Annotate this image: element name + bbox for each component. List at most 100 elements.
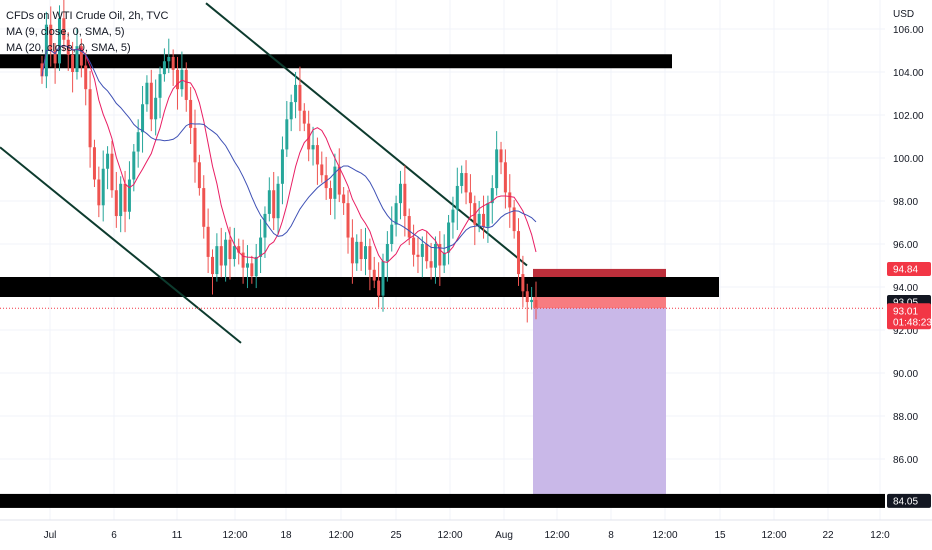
candle-body — [285, 119, 289, 150]
legend-ma-20[interactable]: MA (20, close, 0, SMA, 5) — [6, 42, 131, 54]
candle-body — [394, 203, 398, 225]
candle-body — [307, 123, 311, 150]
candle-body — [521, 274, 525, 292]
candle-body — [245, 263, 249, 268]
candle-body — [219, 246, 223, 266]
candle-body — [486, 203, 490, 227]
candle-body — [53, 50, 57, 64]
candle-body — [495, 149, 499, 189]
time-axis-background[interactable] — [0, 520, 932, 550]
candle-body — [359, 241, 363, 260]
level-band-support — [0, 277, 719, 297]
candle-body — [189, 99, 193, 128]
candle-body — [210, 256, 214, 275]
candle-body — [390, 224, 394, 244]
candle-body — [101, 168, 105, 206]
candle-body — [106, 153, 110, 169]
price-tick-label: 98.00 — [893, 197, 918, 208]
time-tick-label: 8 — [608, 530, 614, 541]
candle-body — [158, 74, 162, 98]
candle-body — [490, 188, 494, 204]
candle-body — [193, 127, 197, 163]
candle-body — [162, 61, 166, 75]
candle-body — [460, 173, 464, 186]
candle-body — [84, 65, 88, 90]
candle-body — [294, 84, 298, 103]
trend-line-1 — [0, 146, 242, 344]
candle-body — [385, 244, 389, 262]
stop-price-badge-text: 94.84 — [893, 264, 918, 275]
candle-body — [455, 185, 459, 210]
time-tick-label: 25 — [390, 530, 402, 541]
candle-body — [438, 244, 442, 266]
time-tick-label: Aug — [495, 530, 513, 541]
candle-body — [184, 69, 188, 100]
legend-ma-9[interactable]: MA (9, close, 0, SMA, 5) — [6, 26, 125, 38]
target-price-badge — [887, 493, 931, 508]
candle-body — [62, 18, 66, 40]
candle-body — [416, 254, 420, 257]
candle-body — [482, 213, 486, 227]
moving-averages — [41, 44, 537, 263]
countdown-text: 01:48:23 — [893, 317, 932, 328]
time-tick-label: 12:00 — [222, 530, 247, 541]
candle-body — [276, 183, 280, 219]
candle-body — [342, 194, 346, 204]
candle-body — [241, 252, 245, 268]
ma-20-line — [41, 44, 537, 249]
ma-9-line — [41, 44, 537, 263]
candle-body — [123, 183, 127, 212]
candle-body — [136, 132, 140, 152]
last-price-badge-text: 93.05 — [893, 298, 918, 309]
candle-body — [259, 237, 263, 257]
price-tick-label: 102.00 — [893, 111, 924, 122]
candle-body — [79, 46, 83, 66]
candle-body — [447, 222, 451, 253]
candle-body — [302, 110, 306, 124]
candle-body — [420, 244, 424, 257]
candle-body — [350, 237, 354, 264]
currency-label: USD — [893, 9, 914, 20]
candle-body — [315, 145, 319, 165]
candle-body — [329, 188, 333, 199]
candle-body — [355, 241, 359, 264]
candle-body — [232, 246, 236, 260]
candle-body — [412, 237, 416, 255]
candle-body — [517, 231, 521, 275]
candle-body — [88, 89, 92, 148]
candle-body — [364, 246, 368, 260]
level-band-resistance — [0, 54, 672, 69]
candle-body — [372, 269, 376, 281]
price-tick-label: 92.00 — [893, 326, 918, 337]
price-tick-label: 106.00 — [893, 25, 924, 36]
level-band-target — [0, 493, 885, 508]
time-tick-label: Jul — [44, 530, 57, 541]
candle-body — [71, 54, 75, 72]
time-tick-label: 12:00 — [544, 530, 569, 541]
candle-body — [381, 261, 385, 296]
candle-body — [97, 179, 101, 206]
candle-body — [40, 63, 44, 77]
candle-body — [149, 82, 153, 120]
current-price-badge — [887, 303, 931, 330]
price-tick-label: 88.00 — [893, 412, 918, 423]
candle-body — [433, 244, 437, 268]
candle-body — [75, 46, 79, 72]
chart-background — [0, 0, 885, 520]
candles — [40, 0, 538, 323]
candle-body — [451, 209, 455, 223]
candle-body — [311, 145, 315, 150]
legend-symbol-title[interactable]: CFDs on WTI Crude Oil, 2h, TVC — [6, 10, 169, 22]
candle-body — [176, 69, 180, 90]
candle-body — [525, 291, 529, 303]
candle-body — [267, 190, 271, 214]
candle-body — [197, 162, 201, 189]
candle-body — [512, 207, 516, 232]
candle-body — [167, 56, 171, 62]
candle-body — [145, 82, 149, 105]
candle-body — [132, 151, 136, 180]
candle-body — [154, 97, 158, 120]
candle-body — [171, 56, 175, 70]
candle-body — [368, 246, 372, 270]
